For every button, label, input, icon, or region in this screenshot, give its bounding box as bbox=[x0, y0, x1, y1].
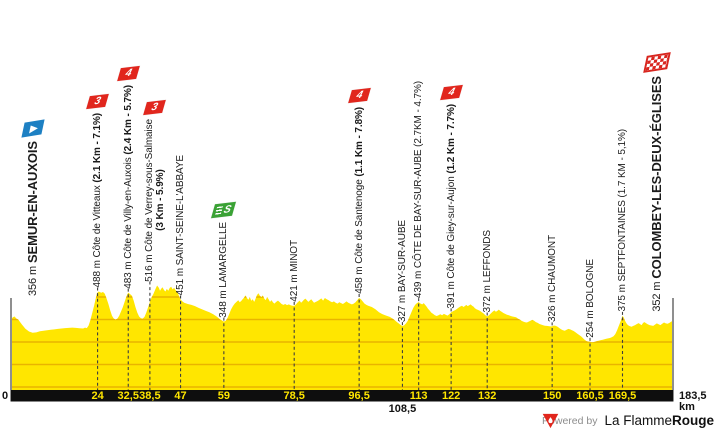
waypoint-chaumont: 326 m CHAUMONT bbox=[512, 235, 592, 322]
waypoint-label: 516 m Côte de Verrey-sous-Salmaise (3 Km … bbox=[143, 118, 166, 282]
waypoint-cote-de-santenoge: 4 458 m Côte de Santenoge (1.1 Km - 7.8%) bbox=[319, 88, 399, 294]
waypoint-cote-de-vitteaux: 3 488 m Côte de Vitteaux (2.1 Km - 7.1%) bbox=[58, 93, 138, 288]
waypoint-cote-de-bay-sur-aube: 439 m CÔTE DE BAY-SUR-AUBE (2.7KM - 4.7%… bbox=[379, 81, 459, 298]
climb-category-badge: 4 bbox=[116, 65, 140, 82]
axis-tick-47: 47 bbox=[174, 389, 187, 402]
axis-tick-150: 150 bbox=[542, 389, 562, 402]
climb-category-badge: 4 bbox=[439, 84, 463, 100]
axis-tick-78,5: 78,5 bbox=[283, 389, 305, 402]
waypoint-semur-en-auxois: 356 m SEMUR-EN-AUXOIS bbox=[0, 119, 73, 296]
axis-tick-113: 113 bbox=[409, 389, 428, 402]
waypoint-label: 356 m SEMUR-EN-AUXOIS bbox=[25, 140, 40, 296]
axis-tick-38,5: 38,5 bbox=[139, 389, 161, 402]
sprint-badge: S bbox=[211, 201, 237, 219]
waypoint-label: 483 m Côte de Villy-en-Auxois (2.4 Km - … bbox=[122, 84, 134, 289]
start-flag-icon bbox=[21, 119, 45, 138]
waypoint-lamargelle: S 348 m LAMARGELLE bbox=[184, 201, 264, 318]
climb-category-badge: 3 bbox=[143, 99, 167, 115]
brand-name: La FlammeRouge bbox=[604, 413, 714, 428]
waypoint-label: 488 m Côte de Vitteaux (2.1 Km - 7.1%) bbox=[92, 113, 104, 288]
waypoint-bologne: 254 m BOLOGNE bbox=[550, 259, 630, 338]
waypoint-cote-de-verrey-sous-salmaise: 3 516 m Côte de Verrey-sous-Salmaise (3 Km… bbox=[115, 99, 195, 282]
finish-flag-icon bbox=[643, 52, 671, 74]
waypoint-label: 352 m COLOMBEY-LES-DEUX-ÉGLISES bbox=[649, 76, 664, 312]
waypoint-label: 327 m BAY-SUR-AUBE bbox=[396, 220, 408, 323]
waypoint-label: 326 m CHAUMONT bbox=[546, 235, 558, 323]
axis-tick-160,5: 160,5 bbox=[576, 389, 604, 402]
waypoint-label: 421 m MINOT bbox=[288, 240, 300, 302]
axis-tick-59: 59 bbox=[217, 389, 230, 402]
waypoint-label: 372 m LEFFONDS bbox=[481, 229, 493, 313]
waypoint-septfontaines: 375 m SEPTFONTAINES (1.7 KM - 5,1%) bbox=[582, 129, 662, 312]
waypoint-label: 254 m BOLOGNE bbox=[584, 259, 596, 338]
waypoint-label: 348 m LAMARGELLE bbox=[218, 221, 230, 318]
waypoint-cote-de-giey-sur-aujon: 4 391 m Côte de Giey-sur-Aujon (1.2 Km - … bbox=[411, 84, 491, 309]
waypoint-label: 391 m Côte de Giey-sur-Aujon (1.2 Km - 7… bbox=[445, 103, 457, 309]
waypoint-label: 375 m SEPTFONTAINES (1.7 KM - 5,1%) bbox=[616, 129, 628, 312]
waypoint-leffonds: 372 m LEFFONDS bbox=[447, 230, 527, 313]
waypoint-label: 458 m Côte de Santenoge (1.1 Km - 7.8%) bbox=[353, 107, 365, 294]
climb-category-badge: 4 bbox=[347, 88, 371, 104]
axis-tick-24: 24 bbox=[91, 389, 104, 402]
km-axis-bar bbox=[11, 390, 673, 402]
laflammerouge-logo-icon bbox=[542, 413, 559, 429]
footer-branding: Powered by La FlammeRouge bbox=[542, 413, 714, 429]
waypoint-bay-sur-aube: 327 m BAY-SUR-AUBE bbox=[362, 220, 442, 322]
axis-end-label: 183,5 km bbox=[679, 390, 707, 413]
waypoint-colombey-les-deux-eglises: 352 m COLOMBEY-LES-DEUX-ÉGLISES bbox=[617, 52, 697, 312]
axis-tick-122: 122 bbox=[441, 389, 461, 402]
waypoint-minot: 421 m MINOT bbox=[254, 240, 334, 302]
waypoint-saint-seine-l-abbaye: 451 m SAINT-SEINE-L'ABBAYE bbox=[141, 155, 221, 295]
waypoint-label: 451 m SAINT-SEINE-L'ABBAYE bbox=[175, 155, 187, 296]
axis-tick-below-108,5: 108,5 bbox=[388, 403, 417, 415]
axis-tick-96,5: 96,5 bbox=[348, 389, 370, 402]
axis-tick-132: 132 bbox=[478, 389, 497, 402]
axis-start-label: 0 bbox=[2, 390, 9, 402]
waypoint-label: 439 m CÔTE DE BAY-SUR-AUBE (2.7KM - 4.7%… bbox=[413, 80, 425, 299]
waypoint-cote-de-villy-en-auxois: 4 483 m Côte de Villy-en-Auxois (2.4 Km -… bbox=[88, 65, 168, 289]
axis-tick-169,5: 169,5 bbox=[608, 389, 637, 402]
axis-tick-32,5: 32,5 bbox=[117, 389, 139, 402]
climb-category-badge: 3 bbox=[86, 93, 109, 110]
